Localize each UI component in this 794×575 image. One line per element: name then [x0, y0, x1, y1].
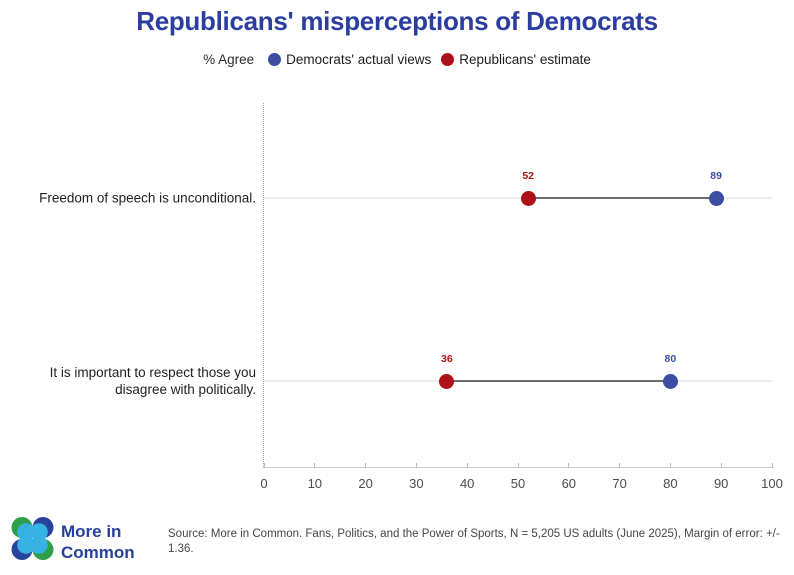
category-label: It is important to respect those you dis…	[49, 365, 256, 397]
x-axis-tick	[365, 463, 367, 468]
data-point-value: 36	[441, 353, 453, 365]
x-axis-tick	[517, 463, 519, 468]
more-in-common-logo	[11, 517, 54, 560]
brand-line1: More in	[61, 522, 122, 541]
x-axis-tick	[415, 463, 417, 468]
x-axis-tick-label: 100	[761, 476, 783, 491]
data-point-dot	[662, 373, 678, 389]
brand-line2: Common	[61, 543, 135, 562]
x-axis-tick	[619, 463, 621, 468]
republicans-dot-icon	[441, 53, 455, 66]
x-axis-tick	[669, 463, 671, 468]
x-axis-tick-label: 50	[510, 476, 526, 491]
x-axis-tick-label: 90	[713, 476, 729, 491]
x-axis-tick-label: 80	[663, 476, 678, 491]
y-axis-line	[263, 103, 264, 468]
x-axis-tick-label: 0	[260, 476, 268, 491]
x-axis-tick-label: 30	[409, 476, 424, 491]
x-axis-tick-label: 60	[561, 476, 577, 491]
dumbbell-connector	[446, 380, 671, 382]
legend-item-republicans: Republicans' estimate	[441, 52, 591, 67]
data-point-value: 80	[664, 353, 677, 365]
legend-prefix: % Agree	[203, 52, 255, 67]
chart-title: Republicans' misperceptions of Democrats	[136, 6, 658, 36]
legend-label-democrats: Democrats' actual views	[286, 52, 432, 67]
x-axis-tick	[314, 463, 316, 468]
x-axis-tick	[568, 463, 570, 468]
x-axis-tick-label: 20	[358, 476, 373, 491]
legend-item-democrats: Democrats' actual views	[268, 52, 431, 67]
source-note: Source: More in Common. Fans, Politics, …	[168, 528, 780, 555]
row-baseline	[264, 197, 772, 199]
x-axis-tick-label: 40	[459, 476, 475, 491]
x-axis-line	[264, 467, 774, 468]
x-axis-tick	[720, 463, 722, 468]
category-label: Freedom of speech is unconditional.	[39, 190, 256, 206]
data-point-dot	[708, 190, 724, 206]
brand-wordmark: More in Common	[61, 521, 135, 563]
x-axis-tick	[263, 463, 265, 468]
data-point-dot	[439, 373, 455, 389]
legend-label-republicans: Republicans' estimate	[459, 52, 591, 67]
data-point-value: 89	[710, 170, 722, 182]
democrats-dot-icon	[268, 53, 282, 66]
dumbbell-connector	[528, 197, 717, 199]
data-point-value: 52	[522, 170, 534, 182]
x-axis-tick-label: 70	[612, 476, 627, 491]
x-axis-tick	[466, 463, 468, 468]
x-axis-tick-label: 10	[307, 476, 323, 491]
x-axis-tick	[771, 463, 773, 468]
data-point-dot	[520, 190, 536, 206]
chart-legend: % Agree Democrats' actual views Republic…	[0, 52, 794, 67]
